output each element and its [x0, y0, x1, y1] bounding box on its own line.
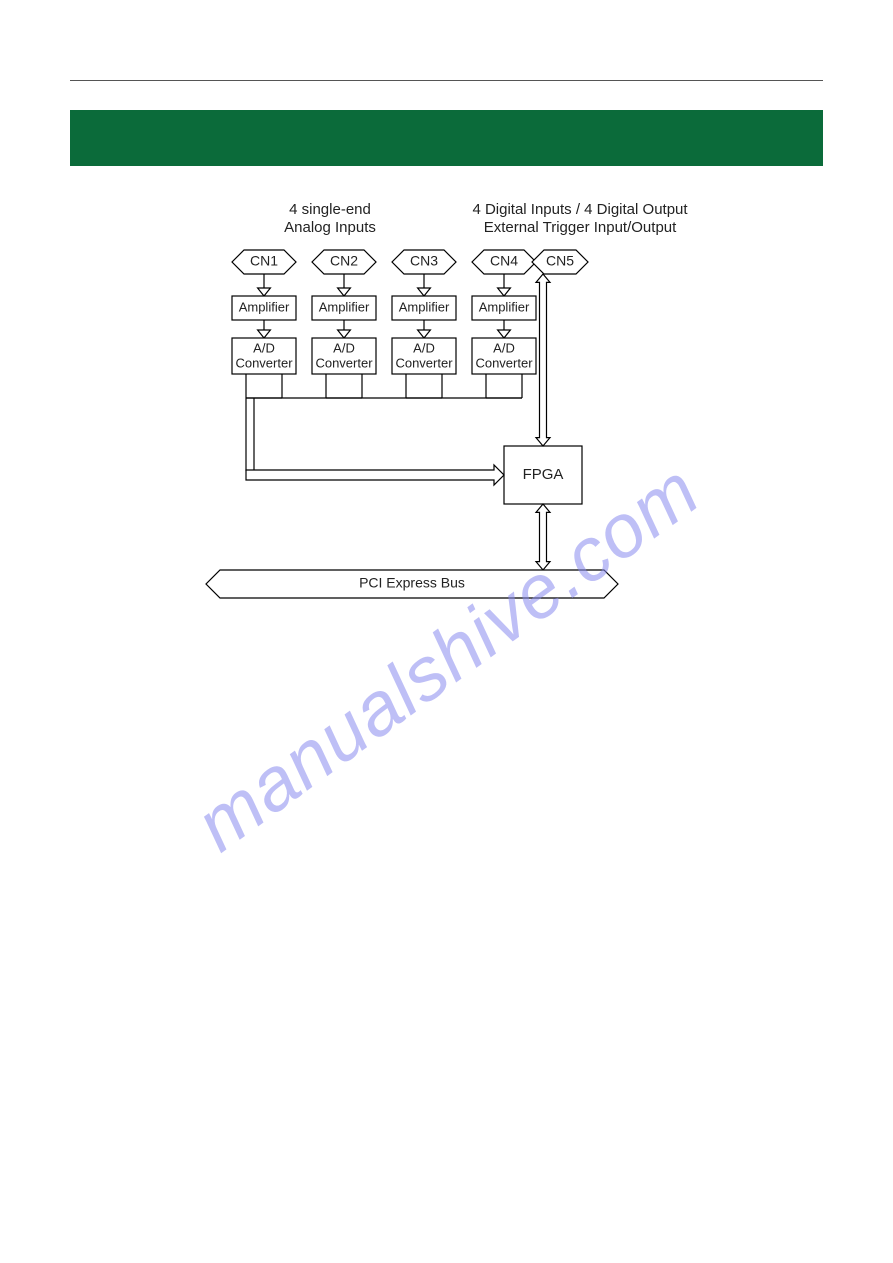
svg-text:4 single-end: 4 single-end [289, 201, 371, 218]
svg-text:CN3: CN3 [410, 253, 438, 269]
svg-text:FPGA: FPGA [523, 466, 564, 483]
svg-text:CN5: CN5 [546, 253, 574, 269]
svg-text:Converter: Converter [475, 355, 533, 370]
svg-text:Amplifier: Amplifier [319, 299, 370, 314]
svg-text:4 Digital Inputs / 4 Digital O: 4 Digital Inputs / 4 Digital Output [472, 201, 688, 218]
svg-text:CN1: CN1 [250, 253, 278, 269]
block-diagram: 4 single-endAnalog Inputs 4 Digital Input… [0, 0, 893, 1263]
svg-text:CN4: CN4 [490, 253, 518, 269]
svg-text:Amplifier: Amplifier [399, 299, 450, 314]
svg-text:PCI Express Bus: PCI Express Bus [359, 575, 465, 591]
svg-text:A/D: A/D [333, 340, 355, 355]
svg-text:Converter: Converter [395, 355, 453, 370]
svg-text:A/D: A/D [493, 340, 515, 355]
svg-text:A/D: A/D [413, 340, 435, 355]
svg-text:Amplifier: Amplifier [479, 299, 530, 314]
svg-text:External Trigger Input/Output: External Trigger Input/Output [484, 219, 677, 236]
svg-text:A/D: A/D [253, 340, 275, 355]
svg-text:Converter: Converter [315, 355, 373, 370]
svg-text:CN2: CN2 [330, 253, 358, 269]
svg-text:Amplifier: Amplifier [239, 299, 290, 314]
svg-text:Converter: Converter [235, 355, 293, 370]
svg-text:Analog Inputs: Analog Inputs [284, 219, 376, 236]
